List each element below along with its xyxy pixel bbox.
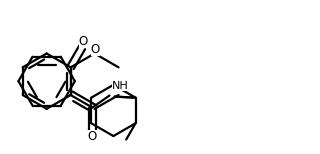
Text: O: O xyxy=(91,43,100,56)
Text: NH: NH xyxy=(112,81,129,91)
Text: O: O xyxy=(78,35,88,48)
Text: O: O xyxy=(88,130,97,143)
